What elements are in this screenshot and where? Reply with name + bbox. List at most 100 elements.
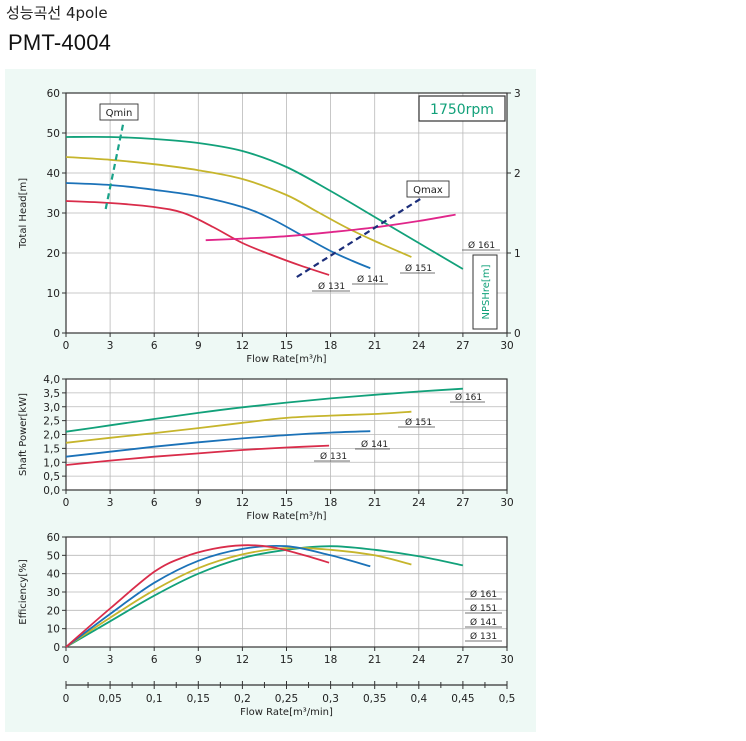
series-line-d151 xyxy=(65,410,412,444)
legend-entry: Ø 161 xyxy=(470,589,497,600)
y-tick-label: 2,0 xyxy=(43,430,60,442)
x-tick-label: 6 xyxy=(151,497,158,509)
x-tick-label: 21 xyxy=(368,497,381,509)
y-tick-label: 10 xyxy=(47,288,60,300)
y-tick-label: 50 xyxy=(47,550,60,562)
series-line-d141 xyxy=(65,544,371,648)
series-line-d161 xyxy=(65,387,463,433)
efficiency-chart: 0 3 6 9 12 15 18 21 24 27 30 0 10 20 30 40 50 60 Efficienc… xyxy=(18,532,514,666)
m3min-tick-label: 0,2 xyxy=(234,693,251,705)
series-line-d131 xyxy=(65,544,330,648)
y-tick-label: 20 xyxy=(47,605,60,617)
npsh-label-box xyxy=(472,254,498,330)
y-axis-label: Shaft Power[kW] xyxy=(18,393,29,476)
x-tick-label: 27 xyxy=(456,340,469,352)
x-tick-label: 15 xyxy=(280,340,293,352)
y-axis-label: Total Head[m] xyxy=(18,178,29,249)
x-tick-label: 21 xyxy=(368,340,381,352)
series-line-d161 xyxy=(65,135,464,270)
x-tick-label: 30 xyxy=(500,497,513,509)
m3min-tick-label: 0,3 xyxy=(322,693,339,705)
y-tick-label: 40 xyxy=(47,168,60,180)
y-tick-label: 0 xyxy=(53,328,60,340)
x-tick-label: 12 xyxy=(236,340,249,352)
qmin-label-box xyxy=(99,103,139,121)
series-label: Ø 141 xyxy=(357,274,384,285)
series-line-d141 xyxy=(65,430,371,458)
x-tick-label: 9 xyxy=(195,654,202,666)
x-tick-label: 12 xyxy=(236,654,249,666)
m3min-tick-label: 0,45 xyxy=(451,693,474,705)
qmax-label: Qmax xyxy=(413,185,443,196)
x-tick-label: 9 xyxy=(195,497,202,509)
qmax-line xyxy=(296,198,421,278)
x-tick-label: 0 xyxy=(63,497,70,509)
qmax-label-box xyxy=(406,180,450,198)
page-subtitle: 성능곡선 4pole xyxy=(6,4,108,22)
x-axis-label: Flow Rate[m³/h] xyxy=(246,511,326,522)
m3min-tick-label: 0,25 xyxy=(275,693,298,705)
x-tick-label: 0 xyxy=(63,654,70,666)
plot-frame xyxy=(65,92,508,334)
y-tick-label: 3,0 xyxy=(43,402,60,414)
legend-entry: Ø 141 xyxy=(470,617,497,628)
y-tick-label: 1,0 xyxy=(43,457,60,469)
qmin-label: Qmin xyxy=(106,108,133,119)
series-label: Ø 131 xyxy=(318,281,345,292)
y-tick-label: 0,0 xyxy=(43,485,60,497)
speed-label: 1750rpm xyxy=(430,102,494,118)
y-tick-label: 0 xyxy=(53,642,60,654)
x-tick-label: 9 xyxy=(195,340,202,352)
m3min-axis-label: Flow Rate[m³/min] xyxy=(240,707,333,718)
legend-entry: Ø 131 xyxy=(470,631,497,642)
x-tick-label: 24 xyxy=(412,340,426,352)
x-tick-label: 18 xyxy=(324,654,337,666)
series-line-d141 xyxy=(65,182,371,270)
plot-frame xyxy=(65,536,508,648)
series-label: Ø 161 xyxy=(455,392,482,403)
y2-axis-label: NPSHre[m] xyxy=(481,264,492,319)
legend-entry: Ø 151 xyxy=(470,603,497,614)
y-tick-label: 60 xyxy=(47,532,60,544)
x-tick-label: 6 xyxy=(151,340,158,352)
qmin-line xyxy=(104,122,125,210)
series-label: Ø 131 xyxy=(320,451,347,462)
speed-label-box xyxy=(418,95,506,122)
y-tick-label: 40 xyxy=(47,569,60,581)
series-label: Ø 151 xyxy=(405,417,432,428)
series-line-d131 xyxy=(65,444,330,466)
series-line-d131 xyxy=(65,200,330,276)
plot-frame xyxy=(65,378,508,491)
x-tick-label: 15 xyxy=(280,497,293,509)
y-tick-label: 20 xyxy=(47,248,60,260)
m3min-tick-label: 0,35 xyxy=(363,693,386,705)
x-tick-label: 27 xyxy=(456,654,469,666)
x-tick-label: 21 xyxy=(368,654,381,666)
m3min-tick-label: 0,5 xyxy=(499,693,516,705)
x-tick-label: 12 xyxy=(236,497,249,509)
y-tick-label: 30 xyxy=(47,208,60,220)
x-tick-label: 3 xyxy=(107,654,114,666)
x-tick-label: 27 xyxy=(456,497,469,509)
m3min-tick-label: 0,4 xyxy=(410,693,427,705)
power-chart: 0 3 6 9 12 15 18 21 24 27 30 0,0 0,5 1,0 1,52,0 2,5 3,0 3… xyxy=(18,374,514,522)
y-axis-label: Efficiency[%] xyxy=(18,559,29,625)
y-tick-label: 50 xyxy=(47,128,60,140)
y-tick-label: 4,0 xyxy=(43,374,60,386)
y-tick-label: 10 xyxy=(47,624,60,636)
y2-tick-label: 3 xyxy=(514,88,521,100)
y2-tick-label: 2 xyxy=(514,168,521,180)
model-title: PMT-4004 xyxy=(8,30,112,55)
y-tick-label: 30 xyxy=(47,587,60,599)
y2-tick-label: 0 xyxy=(514,328,521,340)
y-tick-label: 3,5 xyxy=(43,388,60,400)
x-tick-label: 6 xyxy=(151,654,158,666)
series-label: Ø 141 xyxy=(361,439,388,450)
y-tick-label: 2,5 xyxy=(43,416,60,428)
m3min-tick-label: 0,1 xyxy=(146,693,163,705)
x-tick-label: 3 xyxy=(107,340,114,352)
y2-tick-label: 1 xyxy=(514,248,521,260)
series-line-d151 xyxy=(65,156,412,258)
